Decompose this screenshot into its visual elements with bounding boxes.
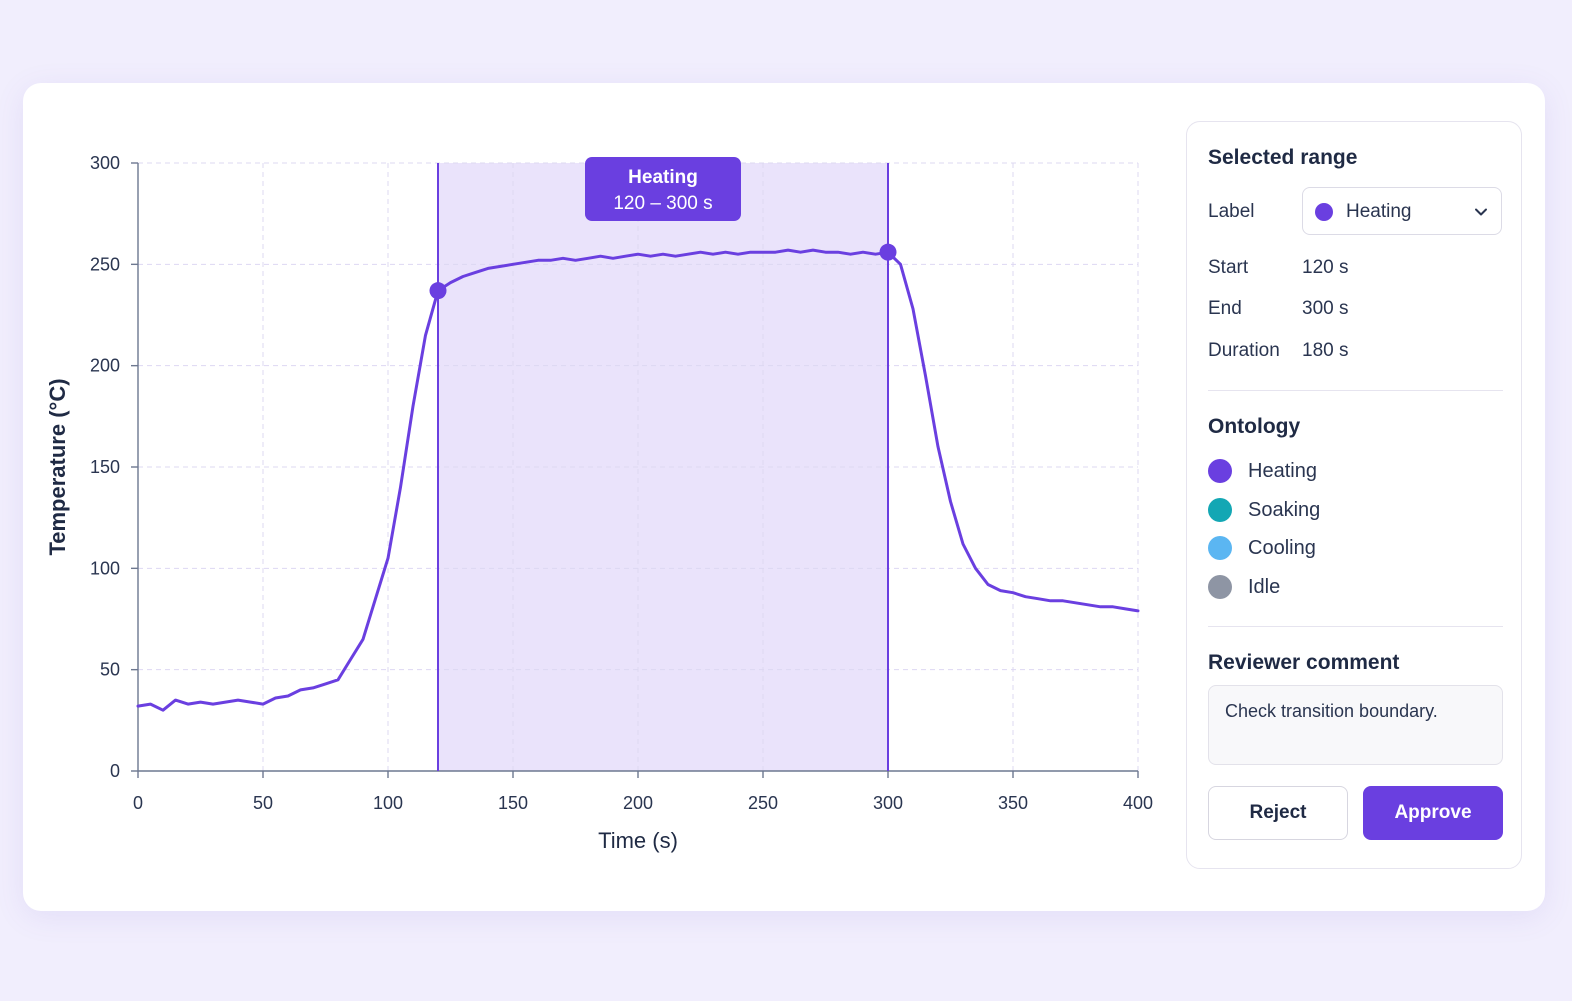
label-color-dot (1315, 203, 1333, 221)
chevron-down-icon (1475, 208, 1487, 216)
start-caption: Start (1208, 257, 1249, 278)
range-label-name: Heating (628, 167, 698, 188)
y-tick-label: 150 (90, 457, 120, 477)
y-tick-label: 100 (90, 558, 120, 578)
ontology-item-cooling[interactable]: Cooling (1208, 533, 1488, 563)
annotation-panel: Selected range Label Heating Start 120 s… (1186, 121, 1522, 869)
range-label-span: 120 – 300 s (613, 193, 712, 214)
temperature-chart[interactable]: 0 50 100 150 200 250 300 0 50 100 150 200 250 300 350 4… (23, 83, 1203, 911)
x-tick-label: 250 (748, 793, 778, 813)
y-tick-label: 250 (90, 254, 120, 274)
label-select[interactable]: Heating (1302, 187, 1502, 235)
x-tick-label: 300 (873, 793, 903, 813)
heating-color-dot (1208, 459, 1232, 483)
ontology-item-label: Soaking (1248, 499, 1321, 521)
divider (1208, 626, 1503, 627)
x-tick-label: 100 (373, 793, 403, 813)
duration-caption: Duration (1208, 340, 1280, 361)
approve-button[interactable]: Approve (1363, 786, 1503, 840)
x-tick-label: 200 (623, 793, 653, 813)
ontology-item-idle[interactable]: Idle (1208, 572, 1488, 602)
y-tick-label: 0 (110, 761, 120, 781)
y-tick-label: 200 (90, 356, 120, 376)
start-value: 120 s (1302, 257, 1349, 278)
temperature-series-line (136, 248, 1140, 712)
selected-range-title: Selected range (1208, 146, 1358, 169)
divider (1208, 390, 1503, 391)
duration-value: 180 s (1302, 340, 1349, 361)
idle-color-dot (1208, 575, 1232, 599)
x-tick-label: 150 (498, 793, 528, 813)
reviewer-comment-field[interactable]: Check transition boundary. (1208, 685, 1503, 765)
x-tick-label: 400 (1123, 793, 1153, 813)
ontology-item-soaking[interactable]: Soaking (1208, 495, 1488, 525)
label-caption: Label (1208, 201, 1255, 222)
soaking-color-dot (1208, 498, 1232, 522)
range-label-box (585, 157, 741, 221)
main-card: 0 50 100 150 200 250 300 0 50 100 150 200 250 300 350 4… (23, 83, 1545, 911)
x-tick-label: 0 (133, 793, 143, 813)
ontology-item-label: Idle (1248, 576, 1281, 598)
y-tick-label: 300 (90, 153, 120, 173)
ontology-item-label: Heating (1248, 460, 1317, 482)
x-tick-label: 350 (998, 793, 1028, 813)
ontology-title: Ontology (1208, 415, 1301, 438)
x-axis-title: Time (s) (598, 828, 678, 853)
ontology-item-label: Cooling (1248, 537, 1316, 559)
reviewer-comment-title: Reviewer comment (1208, 651, 1400, 674)
y-tick-label: 50 (100, 660, 120, 680)
ontology-item-heating[interactable]: Heating (1208, 456, 1488, 486)
y-axis-title: Temperature (°C) (45, 378, 70, 555)
cooling-color-dot (1208, 536, 1232, 560)
selection-end-handle[interactable] (879, 243, 897, 261)
end-value: 300 s (1302, 298, 1349, 319)
x-tick-label: 50 (253, 793, 273, 813)
label-select-value: Heating (1346, 201, 1412, 222)
end-caption: End (1208, 298, 1242, 319)
selection-start-handle[interactable] (429, 282, 447, 300)
reject-button[interactable]: Reject (1208, 786, 1348, 840)
